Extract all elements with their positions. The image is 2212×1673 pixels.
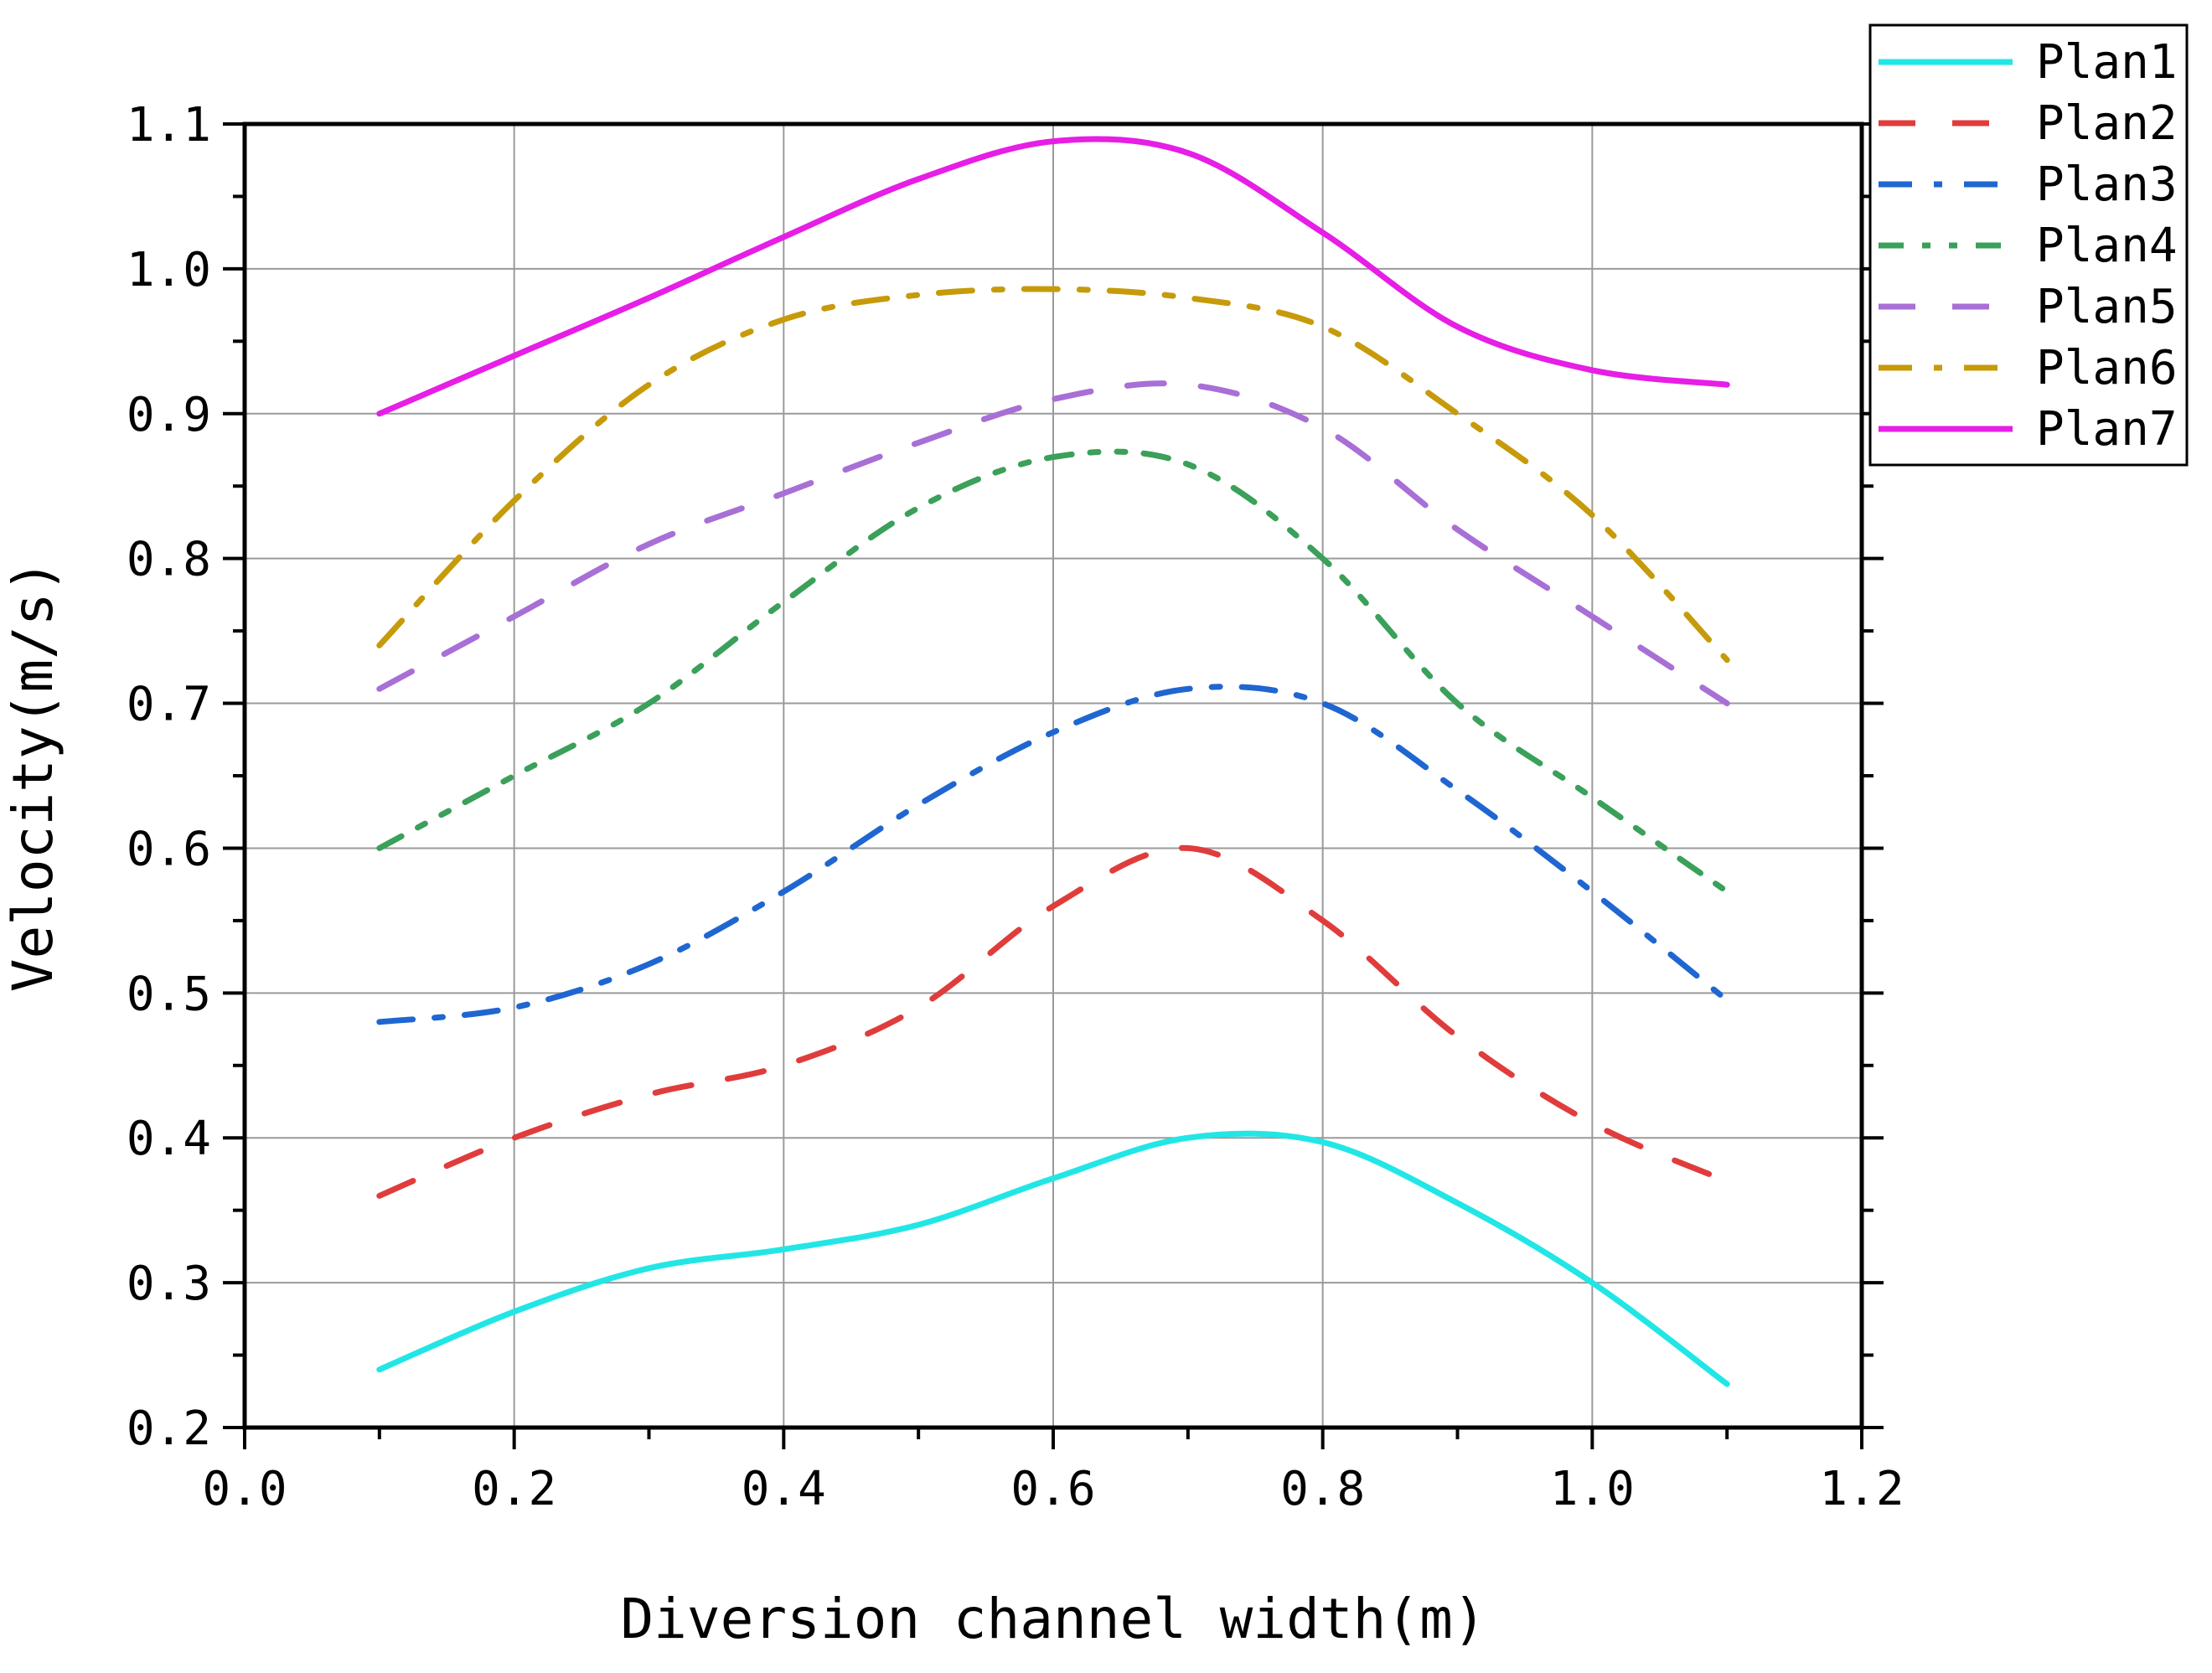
legend-label: Plan2 <box>2036 96 2178 151</box>
y-tick-label: 1.0 <box>127 243 211 297</box>
x-tick-label: 0.6 <box>1010 1462 1095 1516</box>
y-tick-label: 0.5 <box>127 967 211 1021</box>
y-tick-label: 0.4 <box>127 1112 211 1166</box>
x-tick-label: 0.8 <box>1280 1462 1365 1516</box>
x-tick-label: 0.2 <box>472 1462 556 1516</box>
x-tick-label: 1.0 <box>1550 1462 1635 1516</box>
legend-label: Plan6 <box>2036 341 2178 395</box>
y-tick-label: 0.8 <box>127 533 211 587</box>
x-tick-label: 0.4 <box>742 1462 826 1516</box>
legend-label: Plan3 <box>2036 157 2178 212</box>
x-tick-label: 0.0 <box>202 1462 287 1516</box>
legend: Plan1 Plan2 Plan3 Plan4 Plan5 Plan6 Plan7 <box>1870 25 2187 465</box>
legend-label: Plan4 <box>2036 219 2178 273</box>
x-axis-title: Diversion channel width(m) <box>620 1587 1486 1651</box>
x-tick-label: 1.2 <box>1819 1462 1904 1516</box>
y-tick-label: 0.6 <box>127 822 211 876</box>
y-tick-label: 1.1 <box>127 98 211 152</box>
legend-label: Plan7 <box>2036 402 2178 457</box>
y-tick-label: 0.7 <box>127 678 211 732</box>
legend-label: Plan1 <box>2036 35 2178 90</box>
y-tick-label: 0.3 <box>127 1257 211 1311</box>
y-tick-label: 0.9 <box>127 388 211 442</box>
legend-label: Plan5 <box>2036 280 2178 334</box>
y-axis-title: Velocity(m/s) <box>1 560 65 993</box>
y-tick-label: 0.2 <box>127 1402 211 1456</box>
